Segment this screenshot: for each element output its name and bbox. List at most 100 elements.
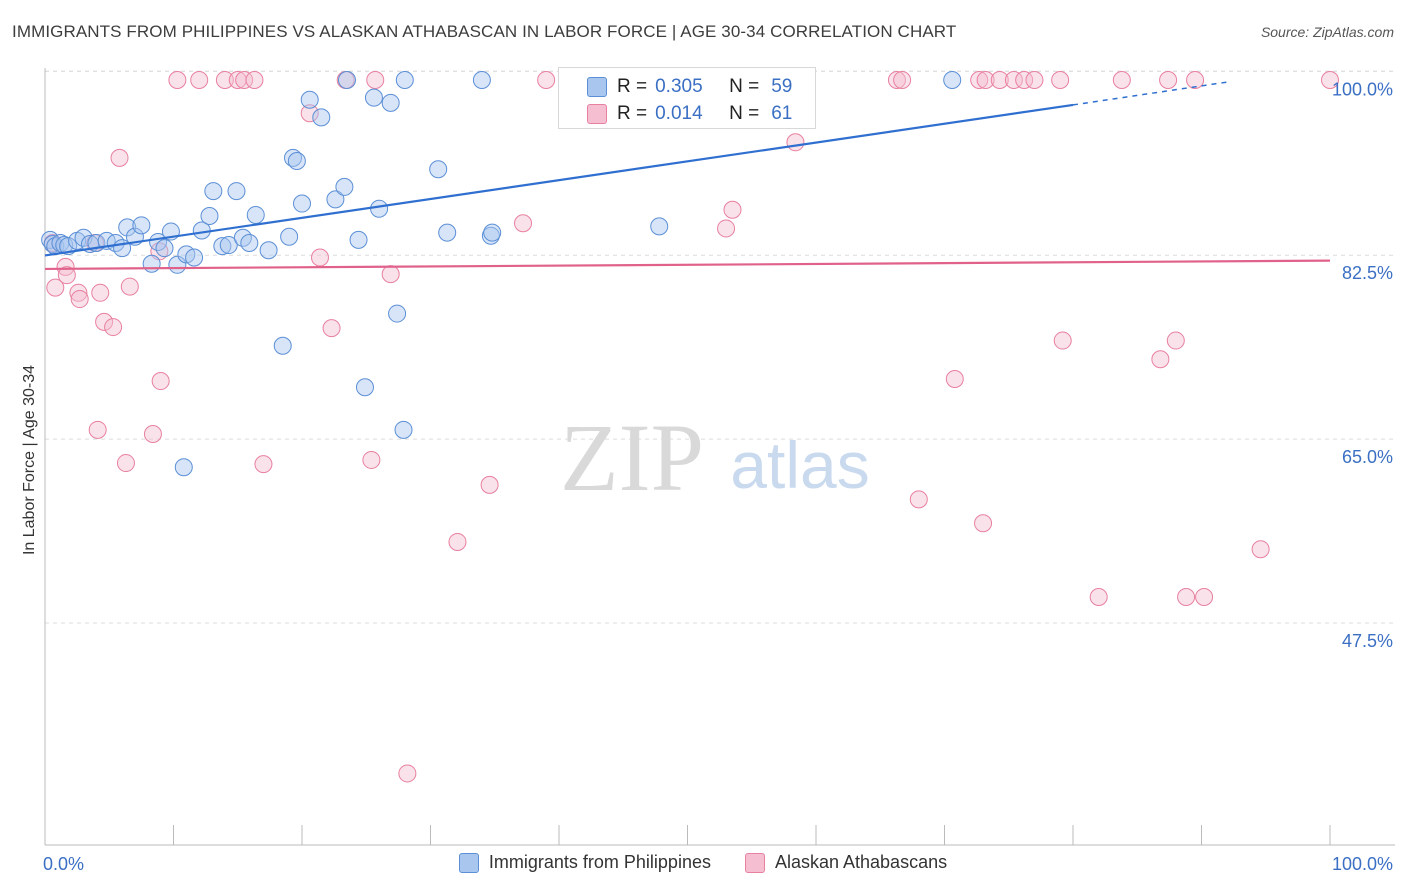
point-philippines bbox=[335, 177, 354, 196]
legend-label: Immigrants from Philippines bbox=[488, 852, 711, 872]
point-athabascan bbox=[300, 104, 319, 123]
point-athabascan bbox=[151, 372, 170, 391]
point-athabascan bbox=[254, 455, 273, 474]
point-philippines bbox=[395, 71, 414, 89]
point-athabascan bbox=[88, 420, 107, 439]
point-athabascan bbox=[91, 283, 110, 302]
x-tick-label: 100.0% bbox=[1332, 854, 1393, 874]
trend-line-philippines-extension bbox=[1072, 81, 1228, 106]
point-philippines bbox=[300, 90, 319, 109]
source-label: Source: ZipAtlas.com bbox=[1260, 24, 1394, 40]
r-label: R = bbox=[617, 76, 648, 97]
point-philippines bbox=[388, 304, 407, 323]
point-philippines bbox=[204, 182, 223, 201]
point-philippines bbox=[227, 182, 246, 201]
y-tick-label: 82.5% bbox=[1342, 263, 1393, 283]
point-athabascan bbox=[723, 200, 742, 219]
chart-title: IMMIGRANTS FROM PHILIPPINES VS ALASKAN A… bbox=[12, 22, 957, 41]
point-philippines bbox=[370, 199, 389, 218]
point-philippines bbox=[355, 378, 374, 397]
point-athabascan bbox=[69, 283, 88, 302]
point-athabascan bbox=[362, 450, 381, 469]
point-athabascan bbox=[537, 71, 556, 89]
point-athabascan bbox=[110, 148, 129, 167]
point-philippines bbox=[219, 236, 238, 255]
point-athabascan bbox=[143, 424, 162, 443]
legend-item-athabascans[interactable]: Alaskan Athabascans bbox=[744, 852, 947, 873]
series-immigrants-philippines bbox=[41, 71, 962, 477]
y-tick-label: 65.0% bbox=[1342, 447, 1393, 467]
point-athabascan bbox=[168, 71, 187, 89]
point-athabascan bbox=[1177, 587, 1196, 606]
point-athabascan bbox=[1159, 71, 1178, 89]
point-philippines bbox=[287, 151, 306, 170]
point-athabascan bbox=[398, 764, 417, 783]
watermark-zip: ZIP bbox=[560, 404, 704, 511]
point-philippines bbox=[280, 227, 299, 246]
point-athabascan bbox=[70, 290, 89, 309]
watermark-atlas: atlas bbox=[730, 428, 869, 502]
n-label: N = bbox=[729, 103, 760, 124]
point-philippines bbox=[132, 216, 151, 235]
point-philippines bbox=[293, 194, 311, 213]
point-athabascan bbox=[104, 318, 123, 337]
y-axis-label: In Labor Force | Age 30-34 bbox=[21, 364, 38, 556]
point-athabascan bbox=[322, 319, 341, 338]
x-tick-label: 0.0% bbox=[43, 854, 84, 874]
y-tick-label: 100.0% bbox=[1332, 79, 1393, 99]
stats-box: R = 0.305 N = 59 R = 0.014 N = 61 bbox=[558, 67, 816, 129]
point-athabascan bbox=[46, 278, 65, 297]
point-philippines bbox=[43, 235, 62, 254]
point-philippines bbox=[349, 230, 368, 249]
point-athabascan bbox=[909, 490, 928, 509]
point-athabascan bbox=[1025, 71, 1044, 89]
point-philippines bbox=[240, 233, 259, 252]
point-philippines bbox=[394, 420, 413, 439]
point-athabascan bbox=[215, 71, 234, 89]
point-philippines bbox=[273, 336, 292, 355]
trend-lines bbox=[44, 81, 1331, 271]
point-athabascan bbox=[887, 71, 906, 89]
point-philippines bbox=[943, 71, 962, 89]
stats-row-philippines: R = 0.305 N = 59 bbox=[587, 75, 792, 99]
point-philippines bbox=[312, 108, 331, 127]
point-philippines bbox=[483, 223, 502, 242]
point-athabascan bbox=[893, 71, 912, 89]
point-athabascan bbox=[1151, 350, 1170, 369]
point-athabascan bbox=[514, 214, 533, 233]
y-tick-label: 47.5% bbox=[1342, 631, 1393, 651]
point-athabascan bbox=[57, 266, 76, 285]
watermark: ZIP atlas bbox=[560, 404, 870, 511]
trend-line-philippines bbox=[44, 103, 1074, 257]
point-athabascan bbox=[190, 71, 209, 89]
stats-swatch-pink bbox=[587, 104, 607, 124]
r-label: R = bbox=[617, 103, 648, 124]
point-athabascan bbox=[1089, 587, 1108, 606]
n-value: 61 bbox=[771, 103, 793, 124]
point-philippines bbox=[472, 71, 491, 89]
point-philippines bbox=[481, 226, 500, 245]
point-philippines bbox=[650, 217, 669, 236]
n-value: 59 bbox=[771, 76, 793, 97]
r-value: 0.305 bbox=[655, 76, 703, 97]
point-philippines bbox=[118, 218, 137, 237]
point-athabascan bbox=[1053, 331, 1072, 350]
point-philippines bbox=[174, 458, 193, 477]
point-athabascan bbox=[976, 71, 995, 89]
point-athabascan bbox=[116, 454, 135, 473]
point-athabascan bbox=[310, 248, 329, 267]
point-philippines bbox=[213, 237, 232, 256]
legend-swatch-blue bbox=[458, 852, 479, 873]
point-athabascan bbox=[974, 514, 993, 533]
stats-swatch-blue bbox=[587, 77, 607, 97]
point-athabascan bbox=[990, 71, 1009, 89]
point-athabascan bbox=[717, 219, 736, 238]
point-athabascan bbox=[1195, 587, 1214, 606]
point-athabascan bbox=[1186, 71, 1205, 89]
legend-item-philippines[interactable]: Immigrants from Philippines bbox=[458, 852, 711, 873]
point-philippines bbox=[364, 88, 383, 107]
point-philippines bbox=[259, 241, 278, 260]
point-athabascan bbox=[970, 71, 989, 89]
trend-line-athabascans bbox=[44, 259, 1331, 271]
